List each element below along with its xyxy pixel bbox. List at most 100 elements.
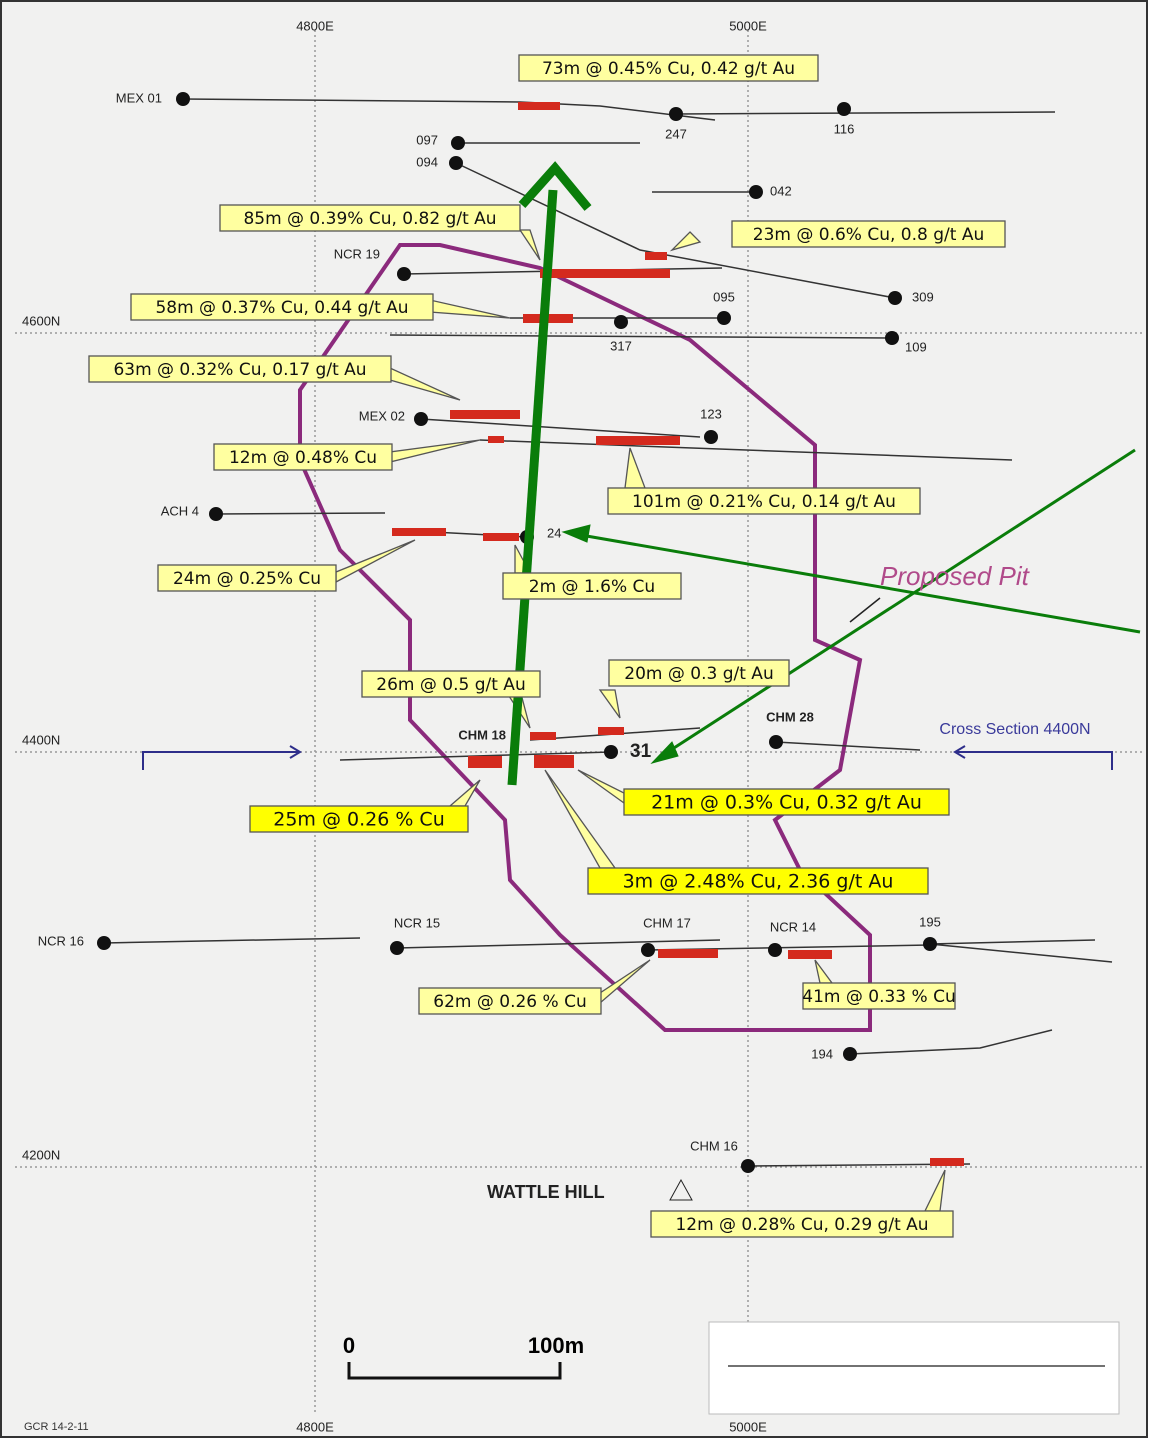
hole-collar (837, 102, 851, 116)
hole-collar (669, 107, 683, 121)
drill-traces (103, 98, 1113, 1167)
hole-label: CHM 18 (458, 727, 506, 742)
hole-collar (741, 1159, 755, 1173)
intercept-box (608, 659, 790, 687)
hole-label: 247 (665, 126, 687, 141)
intercept-label: 41m @ 0.33 % Cu (802, 987, 955, 1007)
hole-collar (451, 136, 465, 150)
hole-collar (397, 267, 411, 281)
intercept-label: 12m @ 0.28% Cu, 0.29 g/t Au (675, 1215, 928, 1235)
hole-collar (414, 412, 428, 426)
hole-label: NCR 19 (334, 246, 380, 261)
hole-collar (641, 943, 655, 957)
intercept-box (650, 1210, 954, 1238)
section-line (142, 745, 1113, 770)
hole-collar (704, 430, 718, 444)
hole-collar (176, 92, 190, 106)
intercept-box (361, 670, 541, 698)
intercept-box (418, 987, 602, 1015)
intercept-box (623, 788, 950, 816)
scale-bar (347, 1362, 562, 1380)
grid-label: 5000E (729, 18, 767, 33)
grid-label: 4200N (22, 1147, 60, 1162)
grid-label: 4600N (22, 313, 60, 328)
pit-label: Proposed Pit (880, 561, 1031, 591)
scale-end: 100m (528, 1333, 584, 1358)
hole-label: MEX 02 (359, 408, 405, 423)
hole-label: 195 (919, 914, 941, 929)
intercept-label: 62m @ 0.26 % Cu (433, 992, 586, 1012)
hole-label: 094 (416, 154, 438, 169)
hole-label: 097 (416, 132, 438, 147)
hole-label: 095 (713, 289, 735, 304)
hole-label: NCR 15 (394, 915, 440, 930)
intercept-label: 73m @ 0.45% Cu, 0.42 g/t Au (542, 59, 795, 79)
title-block (708, 1321, 1120, 1415)
intercept-box (249, 805, 469, 833)
intercept-label: 63m @ 0.32% Cu, 0.17 g/t Au (113, 360, 366, 380)
hole-label: 042 (770, 183, 792, 198)
hole-label: 24 (547, 525, 561, 540)
hole-collar (769, 735, 783, 749)
trig-symbol (669, 1178, 693, 1201)
hole-collar (604, 745, 618, 759)
intercept-box (88, 355, 392, 383)
hole-label: 309 (912, 289, 934, 304)
hole-label: 109 (905, 339, 927, 354)
intercept-box (213, 443, 393, 471)
hole-label: CHM 28 (766, 709, 814, 724)
intercept-box (802, 982, 956, 1010)
intercept-box (587, 867, 929, 895)
hole-collar (768, 943, 782, 957)
hole-collar (717, 311, 731, 325)
intercept-label: 58m @ 0.37% Cu, 0.44 g/t Au (155, 298, 408, 318)
intercept-label: 101m @ 0.21% Cu, 0.14 g/t Au (632, 492, 896, 512)
grid-label: 5000E (729, 1419, 767, 1434)
hole-label: MEX 01 (116, 90, 162, 105)
hole-label: 123 (700, 406, 722, 421)
intercept-box (130, 293, 434, 321)
intercept-label: 12m @ 0.48% Cu (229, 448, 377, 468)
hole-label: 31 (630, 741, 652, 762)
pit-pointer (849, 597, 881, 623)
hole-collars (97, 92, 937, 1173)
intercept-box (502, 572, 682, 600)
locality-label: WATTLE HILL (487, 1182, 605, 1202)
hole-collar (749, 185, 763, 199)
hole-label: CHM 16 (690, 1138, 738, 1153)
hole-collar (390, 941, 404, 955)
hole-collar (885, 331, 899, 345)
scale-start: 0 (343, 1333, 355, 1358)
intercept-label: 21m @ 0.3% Cu, 0.32 g/t Au (651, 792, 922, 814)
reference: GCR 14-2-11 (24, 1421, 89, 1433)
intercept-label: 20m @ 0.3 g/t Au (624, 664, 773, 684)
intercept-label: 24m @ 0.25% Cu (173, 569, 321, 589)
intercept-box (219, 204, 521, 232)
grid-label: 4400N (22, 732, 60, 747)
grid-label: 4800E (296, 18, 334, 33)
section-label: Cross Section 4400N (939, 721, 1090, 738)
hole-collar (843, 1047, 857, 1061)
hole-collar (97, 936, 111, 950)
hole-collar (449, 156, 463, 170)
intercept-box (157, 564, 337, 592)
hole-label: CHM 17 (643, 915, 691, 930)
hole-label: 194 (811, 1046, 833, 1061)
intercept-box (607, 487, 921, 515)
hole-collar (888, 291, 902, 305)
hole-label: NCR 14 (770, 919, 816, 934)
hole-label: 317 (610, 338, 632, 353)
intercept-label: 25m @ 0.26 % Cu (273, 809, 445, 831)
intercept-label: 85m @ 0.39% Cu, 0.82 g/t Au (243, 209, 496, 229)
hole-collar (614, 315, 628, 329)
hole-label: ACH 4 (161, 503, 199, 518)
intercept-box (731, 220, 1006, 248)
hole-label: NCR 16 (38, 933, 84, 948)
grid-label: 4800E (296, 1419, 334, 1434)
hole-label: 116 (834, 121, 855, 136)
intercept-label: 23m @ 0.6% Cu, 0.8 g/t Au (753, 225, 984, 245)
intercept-label: 2m @ 1.6% Cu (529, 577, 655, 597)
hole-collar (923, 937, 937, 951)
